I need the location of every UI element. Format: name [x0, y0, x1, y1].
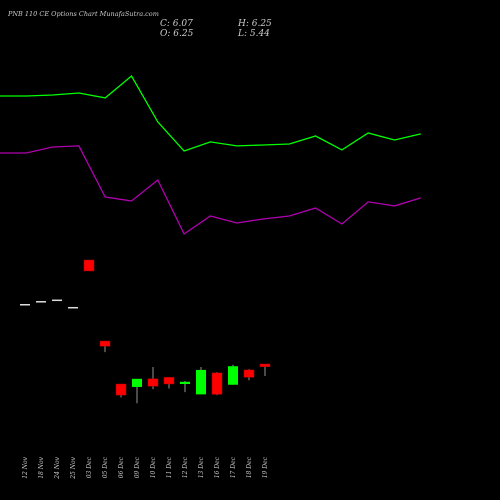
candle-body — [20, 304, 30, 306]
x-tick-label: 03 Dec — [86, 456, 93, 478]
ohlc-close: C: 6.07 — [160, 19, 193, 29]
x-tick-label: 18 Nov — [38, 456, 45, 478]
candle-body — [52, 299, 62, 302]
candle-body — [115, 383, 127, 396]
x-tick-label: 17 Dec — [230, 456, 237, 478]
ohlc-open: O: 6.25 — [160, 29, 194, 39]
chart-title: PNB 110 CE Options Chart MunafaSutra.com — [7, 10, 159, 18]
x-tick-label: 09 Dec — [134, 456, 141, 478]
candle-body — [68, 306, 78, 309]
candle-body — [196, 369, 206, 395]
x-tick-label: 12 Nov — [22, 456, 29, 478]
candle-body — [36, 301, 46, 303]
candle-body — [132, 378, 142, 387]
ohlc-high: H: 6.25 — [237, 19, 272, 29]
candle-body — [99, 340, 111, 347]
x-tick-label: 12 Dec — [182, 456, 189, 478]
candle-body — [211, 372, 223, 395]
candle-body — [83, 259, 95, 272]
candle-body — [147, 378, 159, 387]
x-tick-label: 18 Dec — [246, 456, 253, 478]
candle-body — [180, 381, 190, 384]
ohlc-low: L: 5.44 — [237, 29, 270, 39]
candle-body — [243, 369, 255, 378]
x-tick-label: 06 Dec — [118, 456, 125, 478]
candle-body — [259, 363, 271, 367]
x-tick-label: 25 Nov — [70, 456, 77, 479]
x-tick-label: 24 Nov — [54, 456, 61, 479]
candle-body — [228, 366, 238, 385]
x-tick-label: 05 Dec — [102, 456, 109, 478]
x-tick-label: 10 Dec — [150, 456, 157, 478]
x-tick-label: 16 Dec — [214, 456, 221, 478]
x-tick-label: 19 Dec — [262, 456, 269, 478]
x-tick-label: 13 Dec — [198, 456, 205, 478]
candle-body — [163, 377, 175, 385]
x-tick-label: 11 Dec — [166, 456, 173, 478]
indicator-line — [0, 145, 421, 235]
indicator-line — [0, 75, 421, 152]
